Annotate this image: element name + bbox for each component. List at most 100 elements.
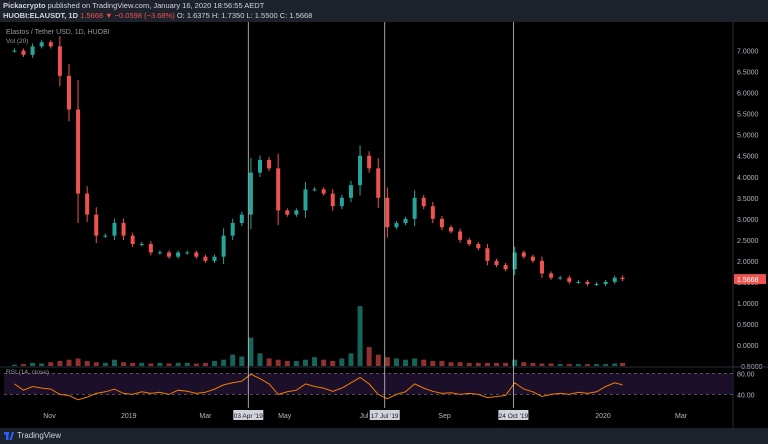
volume-bar — [193, 363, 199, 366]
y-tick-label: 5.5000 — [737, 112, 759, 119]
volume-bar — [430, 360, 436, 366]
price-chart-svg[interactable]: 7.0000 6.5000 6.0000 5.5000 5.0000 4.5000 4.00… — [0, 22, 768, 428]
y-tick-label: 3.5000 — [737, 196, 759, 203]
price-candle — [167, 252, 172, 257]
price-candle — [94, 214, 99, 236]
y-tick-label: 3.0000 — [737, 217, 759, 224]
volume-bar — [566, 364, 572, 366]
price-candle — [585, 281, 590, 284]
volume-bar — [439, 360, 445, 366]
volume-bar — [20, 364, 26, 366]
volume-bar — [30, 362, 36, 366]
symbol-name[interactable]: HUOBI:ELAUSDT, 1D — [3, 11, 79, 20]
price-candle — [439, 218, 444, 228]
volume-bar — [594, 364, 600, 366]
footer: TradingView — [0, 428, 768, 444]
y-tick-label: 0.0000 — [737, 343, 759, 350]
volume-bar — [393, 358, 399, 366]
volume-bar — [557, 364, 563, 366]
price-candle — [412, 197, 417, 219]
price-candle — [112, 223, 117, 236]
symbol-line: HUOBI:ELAUSDT, 1D 1.5668 ▼ −0.0598 (−3.6… — [3, 11, 312, 21]
price-candle — [576, 281, 581, 283]
price-candle — [376, 168, 381, 198]
volume-bar — [403, 359, 409, 366]
volume-bar — [148, 363, 154, 366]
price-candle — [530, 256, 535, 261]
volume-bar — [366, 347, 372, 366]
volume-bar — [157, 362, 163, 366]
x-tick-label: Mar — [675, 413, 688, 420]
price-candle — [567, 277, 572, 282]
x-tick-label: Jul — [359, 413, 368, 420]
price-candle — [157, 252, 162, 254]
volume-bar — [466, 362, 472, 366]
volume-bar — [266, 358, 272, 366]
price-candle — [285, 210, 290, 215]
price-candle — [403, 218, 408, 224]
volume-bar — [620, 362, 626, 366]
rsi-line — [14, 373, 623, 401]
y-tick-label: 6.0000 — [737, 91, 759, 98]
price-candle — [276, 168, 281, 211]
published-text: published on TradingView.com, January 16… — [47, 1, 265, 10]
volume-bar — [293, 360, 299, 366]
volume-bar — [102, 362, 108, 366]
price-candle — [358, 155, 363, 186]
price-candle — [48, 42, 53, 47]
price-candle — [449, 227, 454, 232]
volume-bar — [284, 360, 290, 366]
publish-line: Pickacrypto published on TradingView.com… — [3, 1, 264, 11]
volume-bar — [530, 362, 536, 366]
volume-bar — [230, 354, 236, 366]
rsi-tick-label: 80.00 — [737, 371, 755, 378]
price-candle — [558, 277, 563, 279]
chart-header: Pickacrypto published on TradingView.com… — [0, 0, 768, 22]
price-candle — [467, 239, 472, 245]
last-price: 1.5668 — [80, 11, 104, 20]
ohlc-values: O: 1.6375 H: 1.7350 L: 1.5500 C: 1.5668 — [176, 11, 313, 20]
price-candle — [176, 252, 181, 257]
price-candle — [212, 256, 217, 261]
price-candle — [76, 109, 81, 194]
volume-bar — [312, 357, 318, 366]
publisher-name[interactable]: Pickacrypto — [3, 1, 46, 10]
x-tick-label: 2020 — [595, 413, 611, 420]
rsi-legend: RSI (14, close) — [6, 369, 49, 376]
price-candle — [230, 223, 235, 236]
price-candle — [620, 277, 625, 280]
chart-area[interactable]: 7.0000 6.5000 6.0000 5.5000 5.0000 4.5000 4.00… — [0, 22, 768, 428]
volume-bar — [175, 362, 181, 366]
volume-bar — [539, 363, 545, 366]
footer-brand[interactable]: TradingView — [17, 431, 62, 440]
marker-label-box — [233, 410, 264, 420]
price-candle — [476, 244, 481, 249]
x-tick-label: May — [278, 413, 292, 420]
volume-bar — [57, 360, 63, 366]
price-candle — [239, 214, 244, 224]
volume-bar — [321, 359, 327, 366]
marker-label: 03 Apr '19 — [234, 413, 263, 420]
price-candle — [367, 155, 372, 169]
price-candle — [430, 206, 435, 219]
price-candle — [458, 231, 463, 240]
tradingview-logo-icon[interactable] — [4, 432, 14, 440]
y-tick-label: 5.0000 — [737, 133, 759, 140]
price-candle — [121, 223, 126, 236]
x-tick-label: Nov — [43, 413, 56, 420]
price-candle — [248, 172, 253, 215]
volume-bar — [575, 364, 581, 366]
volume-bar — [184, 362, 190, 366]
volume-bar — [11, 364, 17, 366]
volume-bar — [348, 353, 354, 366]
rsi-tick-label: 40.00 — [737, 392, 755, 399]
volume-bar — [121, 362, 127, 366]
price-candle — [330, 193, 335, 207]
price-candle — [103, 235, 108, 237]
price-candle — [421, 197, 426, 207]
price-candle — [185, 252, 190, 254]
chart-legend-title: Elastos / Tether USD, 1D, HUOBI — [6, 29, 110, 36]
volume-bar — [412, 358, 418, 366]
y-tick-label: 2.5000 — [737, 238, 759, 245]
x-tick-label: Sep — [438, 413, 451, 420]
